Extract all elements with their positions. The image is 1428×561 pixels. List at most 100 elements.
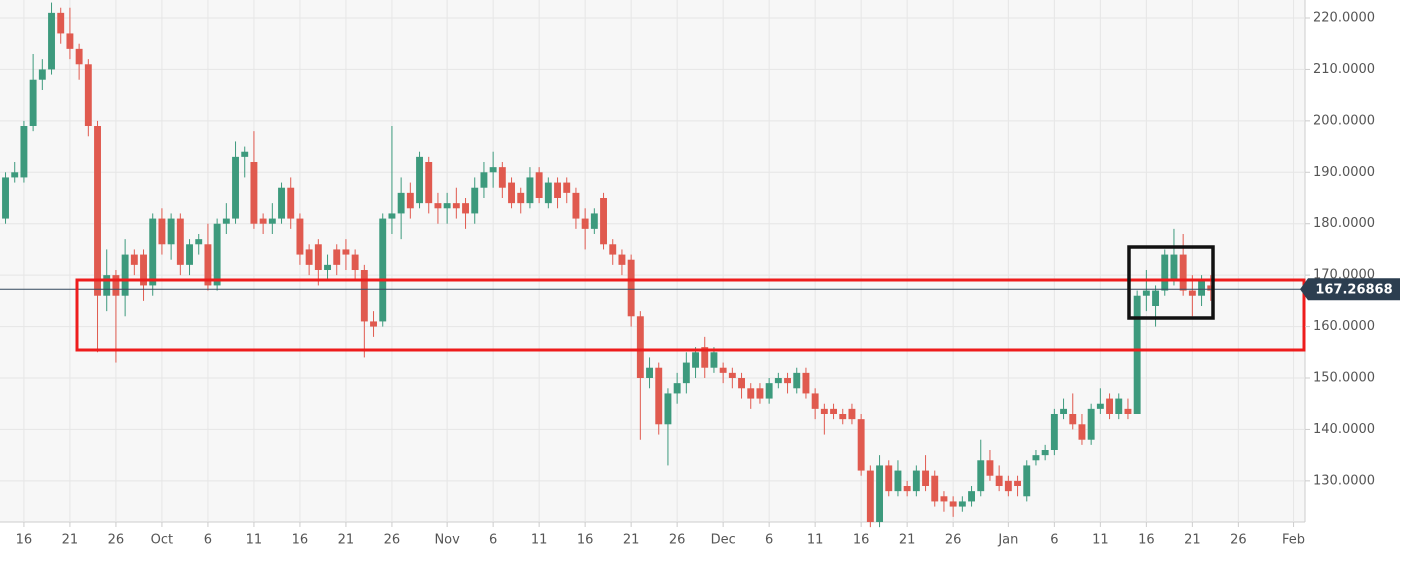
candle-body: [397, 192, 405, 214]
candle-body: [664, 393, 672, 425]
y-tick-label: 180.0000: [1313, 216, 1375, 231]
x-tick-label: Dec: [711, 533, 736, 548]
candle-body: [57, 12, 65, 34]
candle-body: [112, 275, 120, 296]
candle-body: [535, 172, 543, 198]
candle-body: [581, 218, 589, 229]
candle-body: [1133, 295, 1141, 414]
candle-body: [1115, 398, 1123, 414]
x-tick-label: 26: [108, 533, 125, 548]
candle-body: [11, 172, 19, 178]
x-tick-label: Jan: [997, 533, 1018, 548]
candle-body: [1207, 285, 1215, 291]
candle-body: [1050, 414, 1058, 450]
x-tick-label: 6: [765, 533, 773, 548]
candle-body: [636, 316, 644, 378]
x-tick-label: Oct: [151, 533, 173, 548]
x-tick-label: 21: [338, 533, 355, 548]
candle-body: [839, 414, 847, 420]
candle-body: [701, 347, 709, 368]
x-tick-label: 16: [853, 533, 870, 548]
y-tick-label: 130.0000: [1313, 473, 1375, 488]
candle-body: [784, 378, 791, 384]
candle-body: [627, 259, 635, 317]
candle-body: [590, 213, 598, 229]
x-tick-label: 6: [489, 533, 497, 548]
candle-body: [186, 244, 193, 265]
candle-body: [912, 470, 920, 492]
candle-body: [149, 218, 157, 286]
candle-body: [931, 475, 939, 502]
candle-body: [324, 264, 331, 270]
candle-body: [287, 187, 295, 219]
candle-body: [2, 177, 9, 219]
candle-body: [1124, 408, 1132, 414]
candle-body: [1060, 408, 1068, 414]
candle-body: [333, 249, 341, 265]
candle-body: [259, 218, 267, 224]
candle-body: [811, 393, 819, 409]
candle-body: [232, 156, 239, 219]
candle-body: [241, 151, 249, 157]
candle-body: [94, 126, 101, 296]
candle-body: [600, 198, 607, 245]
candle-body: [692, 352, 699, 368]
candle-body: [250, 162, 258, 224]
candle-body: [646, 367, 653, 378]
candle-body: [489, 167, 497, 173]
candle-body: [75, 48, 83, 65]
candle-body: [563, 182, 571, 193]
candle-body: [618, 254, 626, 265]
y-tick-label: 150.0000: [1313, 371, 1375, 386]
candle-body: [544, 182, 552, 204]
candle-body: [1041, 450, 1049, 456]
candle-body: [793, 372, 801, 389]
y-tick-label: 210.0000: [1313, 62, 1375, 77]
x-tick-label: Nov: [434, 533, 460, 548]
candle-body: [1142, 290, 1150, 296]
candle-body: [38, 69, 46, 80]
candle-body: [103, 275, 111, 296]
y-tick-label: 190.0000: [1313, 165, 1375, 180]
candle-body: [1014, 480, 1022, 486]
candle-body: [222, 218, 230, 224]
candle-body: [130, 254, 138, 265]
x-tick-label: Feb: [1282, 533, 1305, 548]
x-tick-label: 6: [204, 533, 212, 548]
candle-body: [719, 367, 727, 373]
y-tick-label: 140.0000: [1313, 422, 1375, 437]
candle-body: [655, 367, 663, 425]
last-price-tag: [1300, 278, 1400, 301]
candle-body: [351, 254, 359, 270]
candle-body: [406, 192, 414, 209]
candle-body: [452, 203, 460, 209]
x-tick-label: 26: [945, 533, 962, 548]
candle-body: [977, 460, 985, 492]
candle-body: [940, 496, 948, 502]
candle-body: [1096, 403, 1104, 409]
candle-body: [1032, 455, 1040, 461]
candle-body: [425, 162, 433, 204]
y-tick-label: 220.0000: [1313, 11, 1375, 26]
candle-body: [710, 352, 718, 368]
candle-body: [802, 372, 810, 394]
x-tick-label: 16: [1138, 533, 1155, 548]
candle-body: [554, 182, 561, 198]
candle-body: [167, 218, 175, 245]
candle-body: [1161, 254, 1169, 291]
candle-body: [572, 192, 580, 219]
candle-body: [866, 470, 874, 522]
x-tick-label: 21: [623, 533, 640, 548]
candle-body: [857, 419, 865, 471]
y-tick-label: 160.0000: [1313, 319, 1375, 334]
x-tick-label: 11: [807, 533, 824, 548]
candle-body: [765, 383, 773, 399]
last-price-label: 167.26868: [1315, 283, 1392, 298]
candle-body: [830, 408, 837, 414]
candle-body: [1179, 254, 1187, 291]
candle-body: [885, 465, 893, 492]
candle-body: [66, 33, 74, 49]
x-tick-label: 16: [577, 533, 594, 548]
candle-body: [121, 254, 129, 296]
